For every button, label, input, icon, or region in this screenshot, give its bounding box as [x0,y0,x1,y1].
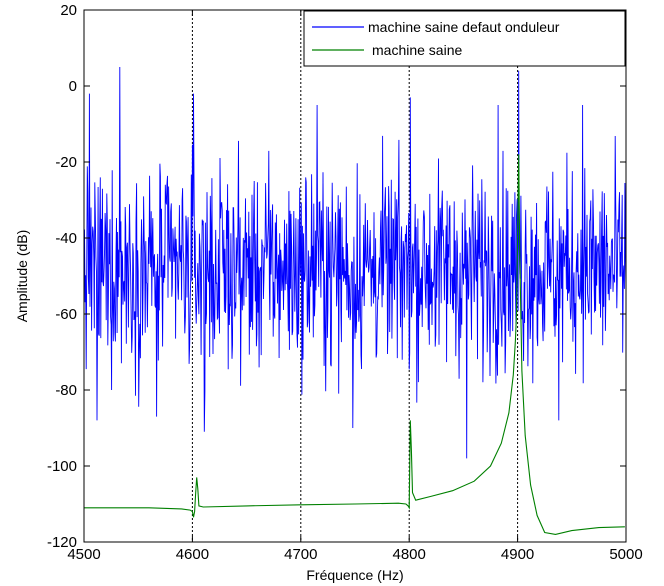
y-tick-label: -20 [55,154,77,171]
plot-background [84,10,626,542]
x-tick-label: 4800 [393,546,426,563]
y-tick-label: -60 [55,306,77,323]
series-layer [83,66,627,535]
plot-frame [83,9,627,543]
legend-box [303,10,626,67]
y-tick-label: -100 [47,458,77,475]
series-line-machine-saine [84,154,625,535]
x-tick-label: 4900 [501,546,534,563]
legend-label-series-2: machine saine [372,42,462,58]
x-tick-label: 4500 [67,546,100,563]
axes-layer: 4500 4600 4700 4800 4900 5000 20 0 -20 -40 -60 -80 -… [47,2,643,563]
x-tick-label: 4600 [176,546,209,563]
y-tick-label: -120 [47,534,77,551]
series-line-machine-saine-defaut-onduleur [83,66,627,459]
y-tick-label: -40 [55,230,77,247]
y-tick-label: 20 [60,2,77,19]
y-axis-label: Amplitude (dB) [14,230,30,323]
x-axis-label: Fréquence (Hz) [306,567,403,583]
legend: machine saine defaut onduleur machine sa… [303,10,626,67]
x-tick-label: 5000 [609,546,642,563]
y-tick-label: -80 [55,382,77,399]
y-tick-label: 0 [69,78,77,95]
legend-label-series-1: machine saine defaut onduleur [368,19,560,35]
x-tick-label: 4700 [284,546,317,563]
